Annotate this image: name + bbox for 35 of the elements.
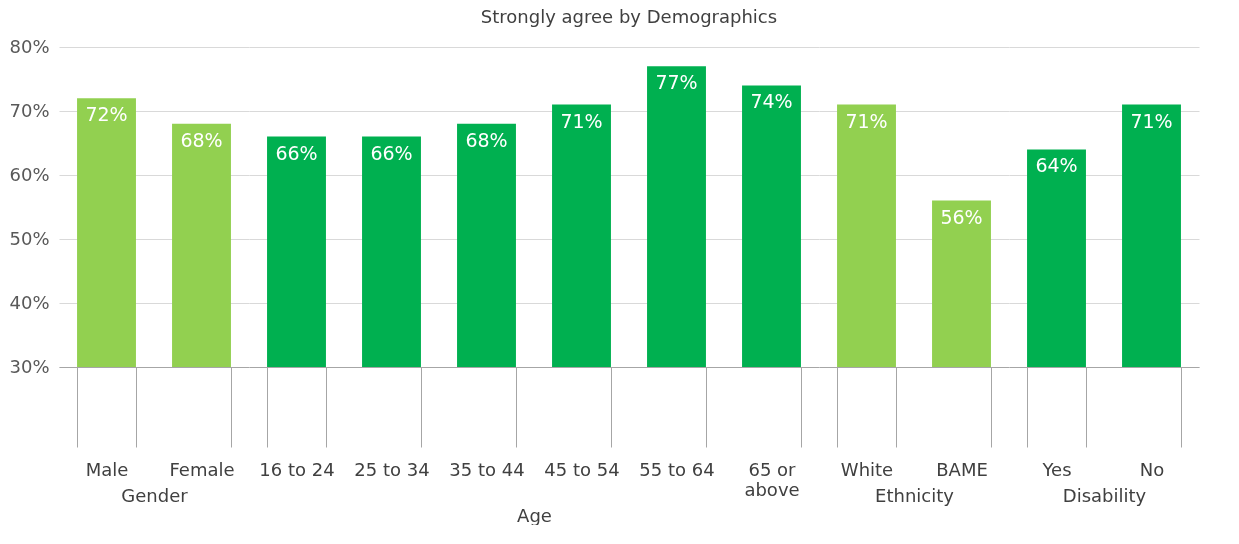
x-tick-label: 55 to 64	[639, 458, 715, 480]
data-label: 74%	[750, 90, 793, 113]
data-label: 71%	[1130, 109, 1173, 132]
x-tick-label: 25 to 34	[354, 458, 430, 480]
y-tick-label: 80%	[9, 35, 50, 57]
data-label: 72%	[85, 103, 128, 126]
y-tick-label: 30%	[9, 355, 50, 377]
x-axis-title: Ethnicity	[875, 484, 955, 506]
y-tick-label: 70%	[9, 99, 50, 121]
x-tick-label: No	[1139, 458, 1165, 480]
data-label: 77%	[655, 71, 698, 94]
y-tick-label: 40%	[9, 291, 50, 313]
x-tick-label: 16 to 24	[259, 458, 335, 480]
text: Strongly agree by Demographics	[480, 6, 778, 27]
x-tick-label: Female	[169, 458, 235, 480]
y-tick-label: 60%	[9, 163, 50, 185]
x-tick-label: 65 or above	[744, 458, 800, 500]
data-label: 68%	[465, 128, 508, 151]
data-label: 71%	[845, 109, 888, 132]
data-label: 66%	[370, 141, 413, 164]
x-tick-label: 45 to 54	[544, 458, 620, 480]
data-label: 64%	[1035, 154, 1078, 177]
x-axis-title: Disability	[1062, 484, 1147, 506]
x-tick-label: White	[840, 458, 894, 480]
data-label: 66%	[275, 141, 318, 164]
y-tick-label: 50%	[9, 227, 50, 249]
x-axis-title: Gender	[121, 484, 189, 506]
x-axis-title: Age	[517, 504, 552, 526]
x-tick-label: 35 to 44	[449, 458, 525, 480]
data-label: 68%	[180, 128, 223, 151]
x-tick-label: Yes	[1041, 458, 1072, 480]
data-label: 71%	[560, 109, 603, 132]
x-tick-label: BAME	[936, 458, 988, 480]
x-tick-label: Male	[85, 458, 129, 480]
data-label: 56%	[940, 205, 983, 228]
